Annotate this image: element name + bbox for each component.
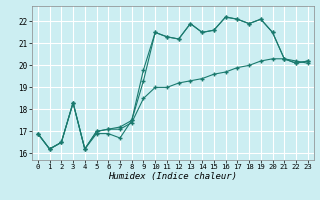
X-axis label: Humidex (Indice chaleur): Humidex (Indice chaleur) — [108, 172, 237, 181]
